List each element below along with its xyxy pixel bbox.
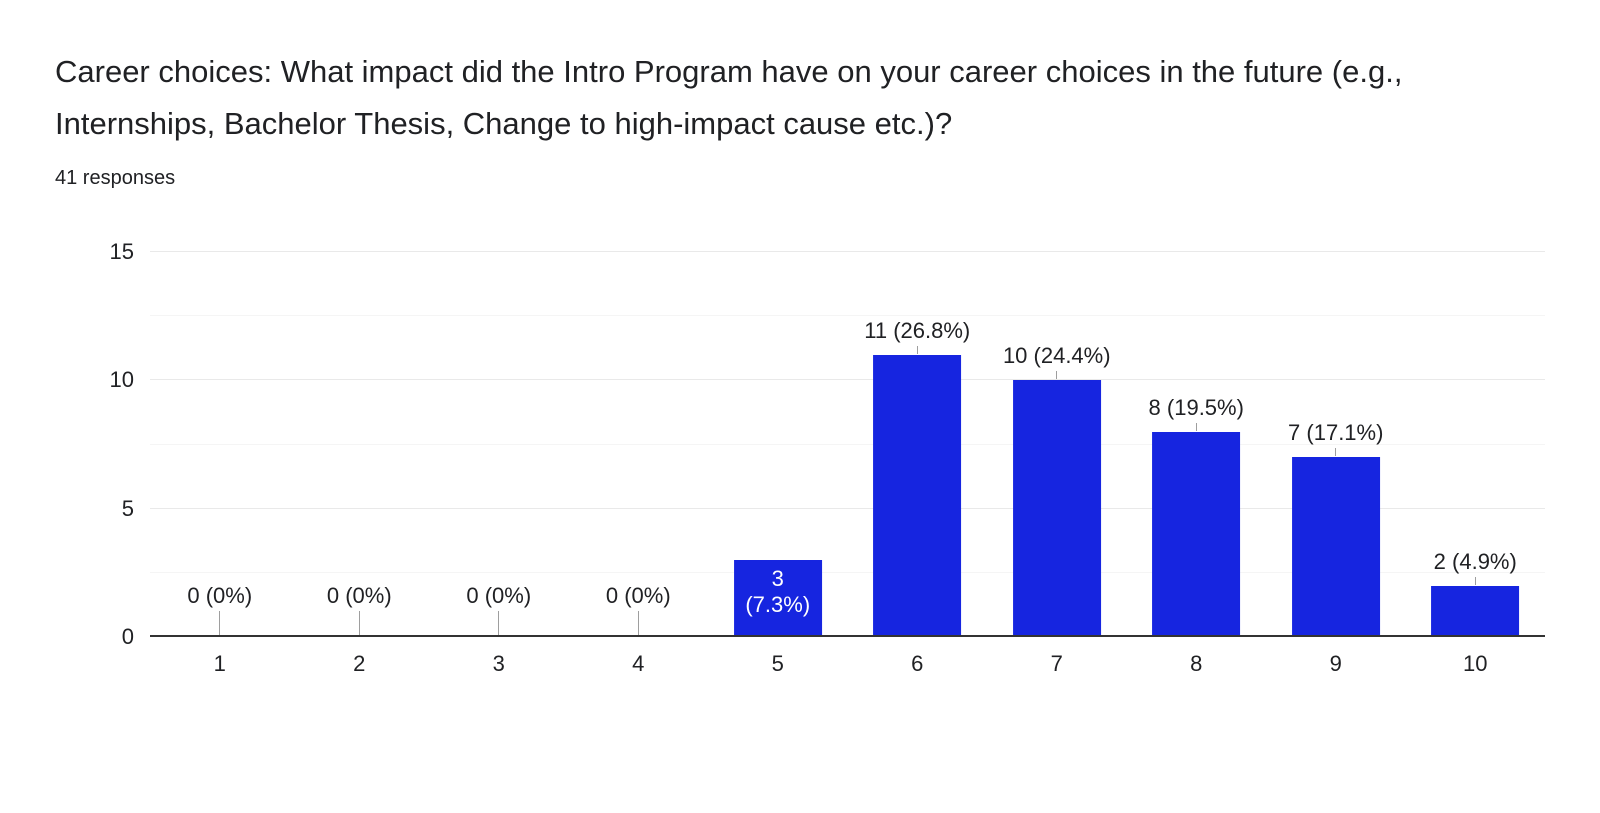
plot-area: 0 (0%) 0 (0%) 0 (0%) 0 (0%) 3 (7.3%) 11 (26.8%… — [150, 251, 1545, 637]
x-tick-label: 1 — [213, 651, 226, 676]
bar[interactable] — [733, 560, 822, 637]
label-stem — [916, 345, 918, 354]
x-tick-label: 10 — [1463, 651, 1488, 676]
bar-value-label: 3 (7.3%) — [745, 566, 811, 617]
bar-value-label: 0 (0%) — [326, 583, 392, 608]
response-count: 41 responses — [55, 167, 176, 189]
bar-group-3: 0 (0%) — [429, 252, 569, 637]
bar-group-4: 0 (0%) — [569, 252, 709, 637]
bar-group-6: 11 (26.8%) — [848, 252, 988, 637]
bar-value-label: 8 (19.5%) — [1148, 394, 1244, 420]
bar-group-5: 3 (7.3%) — [708, 252, 848, 637]
x-axis-line — [150, 635, 1545, 637]
x-tick-label: 6 — [911, 651, 924, 676]
label-stem — [1056, 371, 1058, 380]
label-stem — [1474, 576, 1476, 585]
x-tick-label: 7 — [1050, 651, 1063, 676]
bar[interactable] — [1012, 380, 1101, 637]
x-tick-label: 2 — [353, 651, 366, 676]
label-stem — [1195, 422, 1197, 431]
x-axis-labels: 1 2 3 4 5 6 7 8 9 10 — [150, 651, 1545, 677]
bar[interactable] — [1152, 431, 1241, 637]
x-tick-label: 3 — [492, 651, 505, 676]
x-tick-label: 8 — [1190, 651, 1203, 676]
bar-chart: 0 5 10 15 0 (0%) 0 (0%) 0 (0%) 0 (0%) 3 (7.3%) 11… — [55, 239, 1545, 649]
bar-group-1: 0 (0%) — [150, 252, 290, 637]
y-tick-label: 10 — [109, 367, 134, 393]
major-gridline — [150, 379, 1545, 381]
bar-value-label: 7 (17.1%) — [1288, 420, 1384, 446]
bar-value-label: 11 (26.8%) — [864, 317, 971, 343]
x-tick-label: 5 — [771, 651, 784, 676]
y-tick-label: 15 — [109, 239, 134, 264]
x-tick-label: 4 — [632, 651, 645, 676]
label-stem — [1335, 448, 1337, 457]
y-tick-label: 0 — [121, 624, 134, 649]
label-stem — [358, 611, 360, 635]
bar-value-label: 0 (0%) — [187, 583, 253, 608]
label-stem — [498, 611, 500, 635]
bar-value-label: 2 (4.9%) — [1433, 548, 1517, 574]
label-stem — [637, 611, 639, 635]
bar-group-7: 10 (24.4%) — [987, 252, 1127, 637]
minor-gridline — [150, 571, 1545, 573]
y-tick-label: 5 — [121, 495, 134, 521]
question-title: Career choices: What impact did the Intr… — [55, 54, 1403, 141]
bar-value-label: 0 (0%) — [605, 583, 671, 608]
bar-value-label: 10 (24.4%) — [1002, 343, 1111, 369]
major-gridline — [150, 251, 1545, 252]
y-axis: 0 5 10 15 — [55, 239, 150, 649]
bar[interactable] — [1431, 585, 1520, 637]
bar-group-10: 2 (4.9%) — [1406, 252, 1546, 637]
bar-group-8: 8 (19.5%) — [1127, 252, 1267, 637]
minor-gridline — [150, 443, 1545, 445]
bar-group-9: 7 (17.1%) — [1266, 252, 1406, 637]
bars-container: 0 (0%) 0 (0%) 0 (0%) 0 (0%) 3 (7.3%) 11 (26.8%… — [150, 252, 1545, 637]
bar-group-2: 0 (0%) — [290, 252, 430, 637]
bar-value-label: 0 (0%) — [466, 583, 532, 608]
minor-gridline — [150, 315, 1545, 317]
major-gridline — [150, 507, 1545, 509]
bar[interactable] — [873, 354, 962, 637]
label-stem — [219, 611, 221, 635]
x-tick-label: 9 — [1329, 651, 1342, 676]
bar[interactable] — [1291, 457, 1380, 637]
